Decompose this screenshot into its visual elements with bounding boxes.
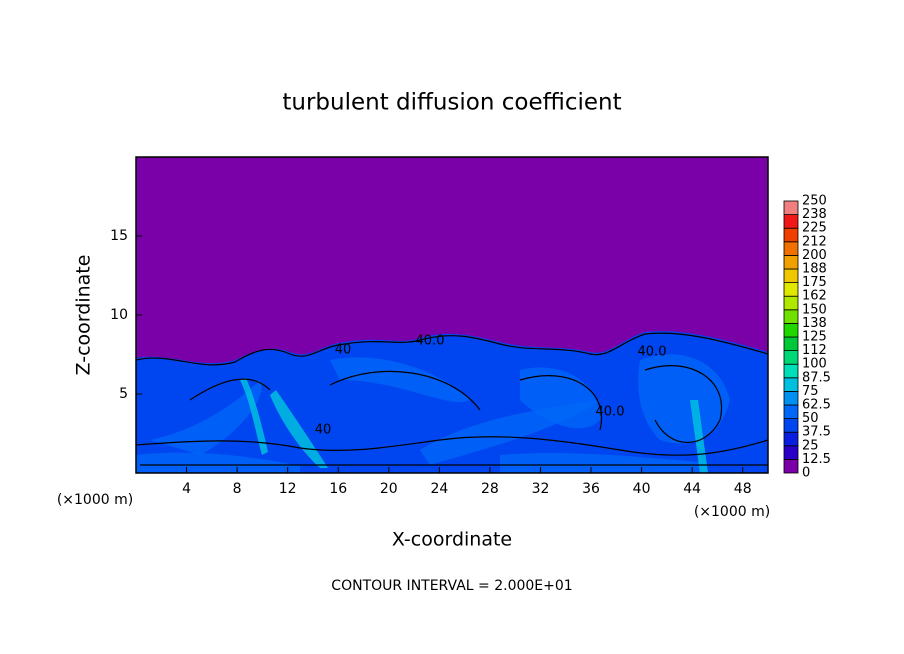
colorbar-label: 200: [802, 248, 827, 263]
colorbar-label: 12.5: [802, 452, 831, 467]
colorbar-label: 125: [802, 330, 827, 345]
colorbar-label: 25: [802, 438, 819, 453]
x-axis-label: X-coordinate: [392, 529, 512, 551]
x-tick-label: 8: [233, 481, 242, 497]
colorbar-swatch: [783, 418, 799, 433]
contour-label: 40: [335, 343, 352, 358]
colorbar-swatch: [783, 350, 799, 365]
colorbar-label: 188: [802, 262, 827, 277]
colorbar-swatch: [783, 295, 799, 311]
field-streak: [270, 390, 328, 468]
x-tick-label: 44: [683, 481, 701, 497]
footer: CONTOUR INTERVAL = 2.000E+01: [331, 578, 572, 594]
colorbar-label: 87.5: [802, 370, 831, 385]
contour-label: 40: [315, 423, 332, 438]
colorbar-label: 100: [802, 357, 827, 372]
colorbar-swatch: [783, 214, 799, 229]
field-swirl: [330, 357, 470, 403]
plot-area: 40 40.0 40.0 40.0 40: [135, 156, 769, 474]
colorbar-label: 0: [802, 466, 810, 481]
contour-label: 40.0: [638, 345, 667, 360]
contour-line: [329, 365, 723, 443]
colorbar-label: 62.5: [802, 398, 831, 413]
colorbar-label: 37.5: [802, 425, 831, 440]
x-unit-label: (×1000 m): [57, 492, 133, 508]
field-streak: [240, 378, 268, 455]
chart-title: turbulent diffusion coefficient: [282, 90, 621, 116]
contour-line: [135, 436, 769, 456]
colorbar-label: 225: [802, 221, 827, 236]
y-axis-label: Z-coordinate: [73, 255, 95, 376]
field-swirl: [136, 452, 300, 473]
x-tick-label: 48: [734, 481, 752, 497]
y-tick-label: 15: [110, 228, 128, 244]
colorbar-swatch: [783, 377, 799, 392]
colorbar-label: 138: [802, 316, 827, 331]
colorbar-swatch: [783, 431, 799, 447]
x-tick-label: 20: [380, 481, 398, 497]
colorbar-swatch: [783, 227, 799, 243]
colorbar-swatch: [783, 336, 799, 352]
contour-label: 40.0: [596, 405, 625, 420]
colorbar-swatch: [783, 200, 799, 216]
colorbar-label: 112: [802, 343, 827, 358]
colorbar-label: 250: [802, 194, 827, 209]
y-tick-label: 10: [110, 307, 128, 323]
contour-line: [135, 332, 769, 366]
colorbar-swatch: [783, 241, 799, 256]
colorbar-swatch: [783, 458, 799, 474]
colorbar-label: 50: [802, 411, 819, 426]
colorbar-swatch: [783, 322, 799, 338]
x-tick-label: 16: [329, 481, 347, 497]
colorbar-swatch: [783, 363, 799, 379]
colorbar-label: 212: [802, 234, 827, 249]
colorbar-swatch: [783, 309, 799, 324]
field-swirl: [420, 400, 600, 465]
colorbar-swatch: [783, 254, 799, 270]
x-tick-label: 24: [430, 481, 448, 497]
colorbar-swatch: [783, 445, 799, 460]
field-swirl: [500, 452, 700, 473]
colorbar-swatch: [783, 390, 799, 406]
colorbar-swatch: [783, 268, 799, 284]
colorbar-label: 238: [802, 207, 827, 222]
colorbar-label: 150: [802, 302, 827, 317]
colorbar-label: 162: [802, 289, 827, 304]
contour-line: [140, 378, 768, 466]
field-swirl: [150, 380, 262, 455]
x-tick-label: 36: [582, 481, 600, 497]
x-tick-label: 32: [532, 481, 550, 497]
x-tick-label: 40: [633, 481, 651, 497]
x-unit-label: (×1000 m): [694, 504, 770, 520]
colorbar-label: 175: [802, 275, 827, 290]
x-tick-label: 4: [182, 481, 191, 497]
field-streak: [690, 400, 708, 473]
x-tick-label: 12: [279, 481, 297, 497]
colorbar-label: 75: [802, 384, 819, 399]
contour-label: 40.0: [416, 334, 445, 349]
colorbar-swatch: [783, 404, 799, 420]
colorbar-swatch: [783, 282, 799, 297]
y-tick-label: 5: [119, 386, 128, 402]
x-tick-label: 28: [481, 481, 499, 497]
